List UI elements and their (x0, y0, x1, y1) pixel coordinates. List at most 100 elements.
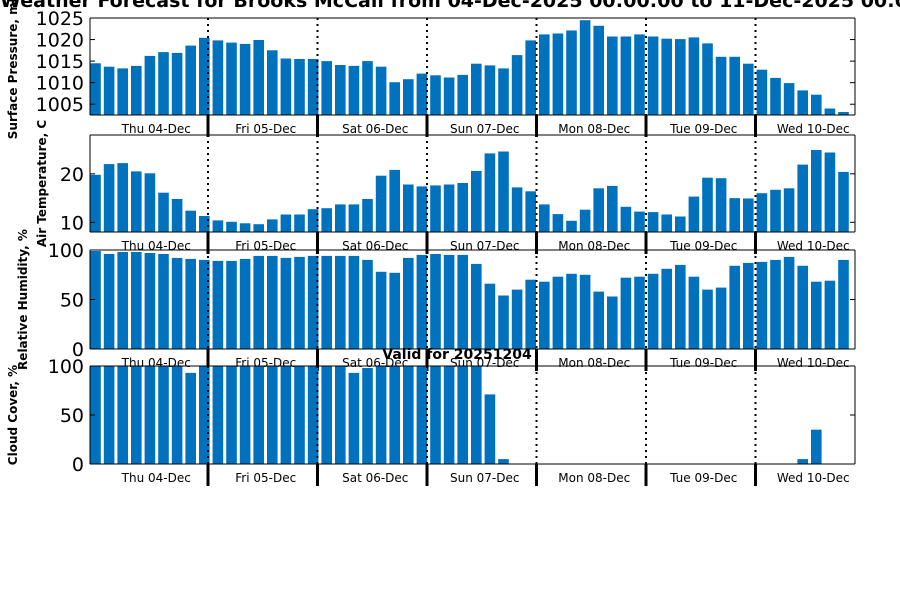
bar (511, 289, 523, 349)
bar (362, 368, 373, 464)
bar (199, 216, 210, 232)
bar (307, 209, 319, 232)
bar (158, 52, 169, 115)
bar (226, 366, 237, 464)
bar (675, 216, 686, 232)
bar (715, 287, 727, 349)
y-axis-label: Surface Pressure, mb (6, 0, 20, 139)
y-tick-label: 0 (72, 339, 84, 361)
day-label: Mon 08-Dec (558, 471, 630, 485)
bar (484, 283, 496, 349)
y-tick-label: 10 (60, 212, 84, 234)
bar (103, 366, 115, 464)
bar (607, 296, 618, 349)
day-label: Tue 09-Dec (669, 239, 737, 253)
bar (539, 34, 550, 115)
bar (403, 366, 414, 464)
bar (171, 366, 183, 464)
bar (607, 185, 618, 232)
bar (321, 255, 332, 349)
bar (362, 61, 373, 115)
bar (511, 55, 523, 115)
bar (620, 36, 632, 115)
bar (307, 255, 319, 349)
bar (620, 277, 632, 349)
bar (294, 256, 305, 349)
bar (552, 276, 564, 349)
bar (348, 65, 360, 115)
bar (144, 366, 156, 464)
y-axis-label: Cloud Cover, % (6, 365, 20, 465)
bar (90, 63, 101, 115)
bar (634, 34, 645, 115)
bar (430, 366, 441, 464)
bar (90, 251, 101, 349)
bar (484, 394, 496, 464)
bar (212, 40, 224, 115)
bar (158, 254, 169, 349)
bar (743, 262, 754, 349)
bar (280, 366, 292, 464)
bar (539, 204, 550, 232)
bar (267, 219, 278, 232)
bar (484, 65, 496, 115)
bar (729, 198, 740, 232)
bar (117, 68, 128, 115)
bar (226, 42, 237, 115)
bar (457, 254, 468, 349)
bar (294, 59, 305, 115)
bar (838, 112, 849, 115)
bar (566, 220, 577, 232)
day-label: Mon 08-Dec (558, 239, 630, 253)
bar (797, 90, 808, 115)
bar (199, 366, 210, 464)
bar (811, 94, 822, 115)
day-label: Sat 06-Dec (342, 122, 408, 136)
bar (117, 366, 128, 464)
day-label: Thu 04-Dec (121, 122, 191, 136)
bar (579, 20, 591, 116)
bar (443, 77, 455, 115)
bar (416, 186, 428, 232)
bar (348, 255, 360, 349)
bar (647, 36, 659, 115)
y-tick-label: 50 (60, 290, 84, 312)
day-label: Mon 08-Dec (558, 356, 630, 370)
bar (253, 255, 264, 349)
bar (375, 366, 387, 464)
bar (715, 178, 727, 232)
bar (253, 40, 264, 115)
chart-title: Valid for 20251204 (382, 347, 532, 363)
bar (321, 208, 332, 232)
bar (729, 265, 740, 349)
day-label: Sat 06-Dec (342, 239, 408, 253)
bar (416, 73, 428, 115)
bar (634, 276, 645, 349)
bar (185, 372, 196, 464)
bar (375, 66, 387, 115)
bar (239, 223, 251, 232)
bar (552, 33, 564, 115)
y-axis-label: Air Temperature, C (35, 120, 49, 248)
bar (661, 38, 672, 116)
bar (294, 366, 305, 464)
bar (416, 366, 428, 464)
bar (389, 82, 400, 115)
y-axis-label: Relative Humidity, % (16, 229, 30, 370)
bar (457, 74, 468, 115)
bar (117, 163, 128, 232)
bar (375, 175, 387, 232)
bar (403, 257, 414, 349)
bar (430, 254, 441, 349)
bar (675, 264, 686, 349)
bar (715, 56, 727, 115)
y-tick-label: 50 (60, 405, 84, 427)
bar (335, 204, 346, 232)
bar (593, 291, 604, 349)
bar (797, 459, 808, 464)
bar (756, 261, 768, 349)
bar (117, 252, 128, 349)
bar (280, 214, 292, 232)
